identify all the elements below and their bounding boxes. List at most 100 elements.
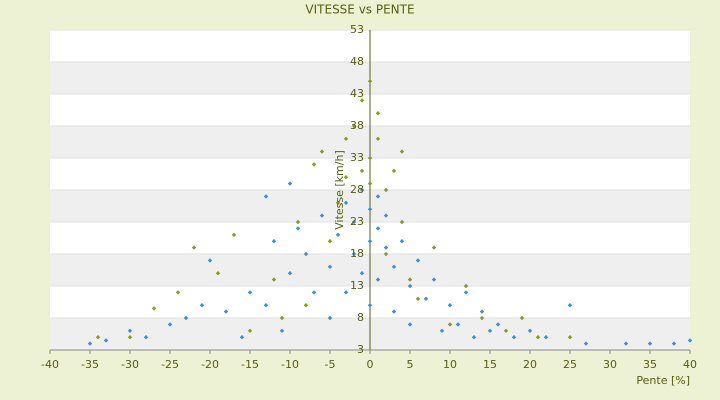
y-tick-label: 23: [350, 215, 364, 228]
data-point: [175, 290, 181, 295]
y-tick-label: 18: [350, 247, 364, 260]
data-point: [215, 271, 221, 276]
data-point: [647, 341, 653, 346]
data-point: [383, 251, 389, 257]
data-point: [319, 213, 325, 218]
data-point: [367, 181, 373, 186]
y-tick-label: 28: [350, 183, 364, 196]
data-point: [479, 309, 485, 314]
data-point: [375, 136, 381, 141]
data-point: [407, 322, 413, 327]
x-tick-label: 30: [603, 358, 617, 371]
data-point: [239, 335, 245, 340]
data-point: [623, 341, 629, 346]
data-point: [303, 303, 309, 308]
data-point: [327, 239, 333, 244]
data-point: [335, 200, 341, 205]
data-point: [391, 309, 397, 314]
x-tick-label: -30: [121, 358, 139, 371]
data-point: [399, 219, 405, 225]
data-point: [391, 168, 397, 173]
data-point: [463, 290, 469, 295]
data-point: [319, 149, 325, 154]
data-point: [383, 187, 389, 193]
data-point: [103, 338, 109, 343]
x-tick-label: 35: [643, 358, 657, 371]
y-tick-label: 53: [350, 23, 364, 36]
data-point: [279, 315, 285, 321]
x-tick-label: -5: [325, 358, 336, 371]
data-point: [335, 232, 341, 237]
data-point: [447, 322, 453, 327]
data-point: [375, 226, 381, 231]
data-point: [343, 136, 349, 141]
data-point: [543, 335, 549, 340]
data-point: [359, 98, 365, 103]
data-point: [519, 315, 525, 321]
data-point: [263, 194, 269, 199]
data-point: [367, 303, 373, 308]
data-point: [367, 207, 373, 212]
data-point: [487, 328, 493, 333]
data-point: [351, 251, 357, 257]
data-point: [447, 303, 453, 308]
x-tick-label: 0: [367, 358, 374, 371]
y-tick-label: 33: [350, 151, 364, 164]
x-tick-label: 5: [407, 358, 414, 371]
x-tick-label: 20: [523, 358, 537, 371]
data-point: [671, 341, 677, 346]
data-point: [439, 328, 445, 333]
data-point: [231, 232, 237, 237]
data-point: [279, 328, 285, 333]
data-point: [127, 335, 133, 340]
data-point: [567, 303, 573, 308]
data-point: [375, 111, 381, 116]
data-point: [327, 264, 333, 269]
data-point: [351, 123, 357, 129]
data-point: [351, 219, 357, 225]
data-point: [567, 335, 573, 340]
data-point: [247, 290, 253, 295]
data-point: [87, 341, 93, 346]
data-point: [295, 219, 301, 225]
data-point: [535, 335, 541, 340]
y-tick-label: 8: [357, 311, 364, 324]
data-point: [343, 200, 349, 205]
data-point: [407, 277, 413, 282]
y-tick-label: 3: [357, 343, 364, 356]
data-point: [247, 328, 253, 333]
x-axis-title: Pente [%]: [636, 374, 690, 387]
x-tick-label: -15: [241, 358, 259, 371]
data-point: [167, 322, 173, 327]
data-point: [511, 335, 517, 340]
y-tick-label: 48: [350, 55, 364, 68]
data-point: [399, 149, 405, 154]
data-point: [207, 258, 213, 263]
data-point: [383, 245, 389, 250]
data-point: [383, 213, 389, 218]
data-point: [271, 239, 277, 244]
data-point: [303, 251, 309, 257]
data-point: [271, 277, 277, 282]
data-point: [327, 315, 333, 321]
data-point: [391, 264, 397, 269]
data-point: [359, 187, 365, 193]
data-point: [199, 303, 205, 308]
data-point: [687, 338, 693, 343]
data-point: [263, 303, 269, 308]
y-tick-label: 43: [350, 87, 364, 100]
data-point: [367, 79, 373, 84]
data-point: [503, 328, 509, 333]
data-point: [367, 239, 373, 244]
data-point: [415, 258, 421, 263]
data-point: [311, 290, 317, 295]
data-point: [295, 226, 301, 231]
data-point: [471, 335, 477, 340]
data-point: [423, 296, 429, 301]
x-tick-label: -40: [41, 358, 59, 371]
x-tick-label: 25: [563, 358, 577, 371]
y-tick-label: 13: [350, 279, 364, 292]
data-point: [583, 341, 589, 346]
data-point: [455, 322, 461, 327]
